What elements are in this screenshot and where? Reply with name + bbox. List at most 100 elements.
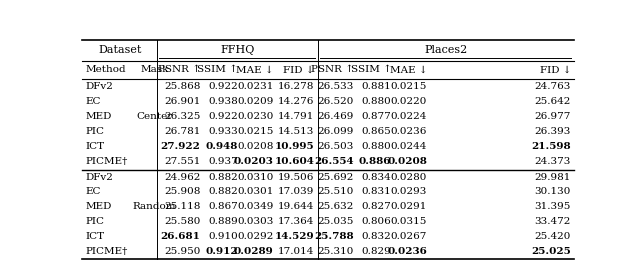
Text: 26.901: 26.901 <box>164 97 200 106</box>
Text: 0.806: 0.806 <box>362 217 392 226</box>
Text: 26.533: 26.533 <box>317 82 354 91</box>
Text: 10.604: 10.604 <box>274 157 314 166</box>
Text: 0.0280: 0.0280 <box>391 173 428 181</box>
Text: 0.948: 0.948 <box>206 142 238 151</box>
Text: 0.0303: 0.0303 <box>237 217 273 226</box>
Text: 26.520: 26.520 <box>317 97 354 106</box>
Text: EC: EC <box>86 97 102 106</box>
Text: 0.0310: 0.0310 <box>237 173 273 181</box>
Text: 0.0208: 0.0208 <box>237 142 273 151</box>
Text: PIC: PIC <box>86 217 105 226</box>
Text: 27.551: 27.551 <box>164 157 200 166</box>
Text: 25.632: 25.632 <box>317 202 354 211</box>
Text: 25.950: 25.950 <box>164 247 200 256</box>
Text: 30.130: 30.130 <box>534 188 571 197</box>
Text: PSNR ↑: PSNR ↑ <box>157 65 200 74</box>
Text: 0.910: 0.910 <box>209 232 238 241</box>
Text: FID ↓: FID ↓ <box>283 65 314 74</box>
Text: 24.373: 24.373 <box>534 157 571 166</box>
Text: 25.788: 25.788 <box>314 232 354 241</box>
Text: 0.865: 0.865 <box>362 127 392 136</box>
Text: 0.0236: 0.0236 <box>391 127 428 136</box>
Text: Dataset: Dataset <box>98 45 141 55</box>
Text: Places2: Places2 <box>424 45 467 55</box>
Text: 26.099: 26.099 <box>317 127 354 136</box>
Text: 14.791: 14.791 <box>278 112 314 121</box>
Text: 0.0267: 0.0267 <box>391 232 428 241</box>
Text: 26.325: 26.325 <box>164 112 200 121</box>
Text: 0.0231: 0.0231 <box>237 82 273 91</box>
Text: 0.877: 0.877 <box>362 112 392 121</box>
Text: 0.827: 0.827 <box>362 202 392 211</box>
Text: 0.937: 0.937 <box>209 157 238 166</box>
Text: 27.922: 27.922 <box>161 142 200 151</box>
Text: 14.276: 14.276 <box>278 97 314 106</box>
Text: 25.868: 25.868 <box>164 82 200 91</box>
Text: SSIM ↑: SSIM ↑ <box>197 65 238 74</box>
Text: 21.598: 21.598 <box>531 142 571 151</box>
Text: 0.881: 0.881 <box>362 82 392 91</box>
Text: 24.763: 24.763 <box>534 82 571 91</box>
Text: 0.0230: 0.0230 <box>237 112 273 121</box>
Text: 17.364: 17.364 <box>278 217 314 226</box>
Text: ICT: ICT <box>86 142 105 151</box>
Text: 25.580: 25.580 <box>164 217 200 226</box>
Text: 16.278: 16.278 <box>278 82 314 91</box>
Text: 0.832: 0.832 <box>362 232 392 241</box>
Text: 0.0349: 0.0349 <box>237 202 273 211</box>
Text: FFHQ: FFHQ <box>220 45 255 55</box>
Text: 10.995: 10.995 <box>275 142 314 151</box>
Text: 0.0315: 0.0315 <box>391 217 428 226</box>
Text: 26.554: 26.554 <box>314 157 354 166</box>
Text: 0.0220: 0.0220 <box>391 97 428 106</box>
Text: MAE ↓: MAE ↓ <box>236 65 273 74</box>
Text: 24.962: 24.962 <box>164 173 200 181</box>
Text: 25.420: 25.420 <box>534 232 571 241</box>
Text: MAE ↓: MAE ↓ <box>390 65 428 74</box>
Text: 25.035: 25.035 <box>317 217 354 226</box>
Text: MED: MED <box>86 112 113 121</box>
Text: Center: Center <box>136 112 173 121</box>
Text: 0.882: 0.882 <box>209 188 238 197</box>
Text: 0.0293: 0.0293 <box>391 188 428 197</box>
Text: 25.692: 25.692 <box>317 173 354 181</box>
Text: MED: MED <box>86 202 113 211</box>
Text: 29.981: 29.981 <box>534 173 571 181</box>
Text: 25.310: 25.310 <box>317 247 354 256</box>
Text: 26.503: 26.503 <box>317 142 354 151</box>
Text: 17.014: 17.014 <box>278 247 314 256</box>
Text: 0.0208: 0.0208 <box>387 157 428 166</box>
Text: 33.472: 33.472 <box>534 217 571 226</box>
Text: 0.0215: 0.0215 <box>391 82 428 91</box>
Text: 0.834: 0.834 <box>362 173 392 181</box>
Text: 0.0289: 0.0289 <box>234 247 273 256</box>
Text: 19.644: 19.644 <box>278 202 314 211</box>
Text: EC: EC <box>86 188 102 197</box>
Text: 25.025: 25.025 <box>531 247 571 256</box>
Text: 0.0301: 0.0301 <box>237 188 273 197</box>
Text: 25.510: 25.510 <box>317 188 354 197</box>
Text: SSIM ↑: SSIM ↑ <box>351 65 392 74</box>
Text: DFv2: DFv2 <box>86 82 114 91</box>
Text: 31.395: 31.395 <box>534 202 571 211</box>
Text: 14.513: 14.513 <box>278 127 314 136</box>
Text: 0.0209: 0.0209 <box>237 97 273 106</box>
Text: 25.642: 25.642 <box>534 97 571 106</box>
Text: 0.933: 0.933 <box>209 127 238 136</box>
Text: 17.039: 17.039 <box>278 188 314 197</box>
Text: 0.0291: 0.0291 <box>391 202 428 211</box>
Text: Mask: Mask <box>140 65 168 74</box>
Text: FID ↓: FID ↓ <box>540 65 571 74</box>
Text: 0.0215: 0.0215 <box>237 127 273 136</box>
Text: 0.0292: 0.0292 <box>237 232 273 241</box>
Text: 19.506: 19.506 <box>278 173 314 181</box>
Text: 0.867: 0.867 <box>209 202 238 211</box>
Text: 26.977: 26.977 <box>534 112 571 121</box>
Text: 25.118: 25.118 <box>164 202 200 211</box>
Text: 26.781: 26.781 <box>164 127 200 136</box>
Text: 0.0236: 0.0236 <box>387 247 428 256</box>
Text: PSNR ↑: PSNR ↑ <box>311 65 354 74</box>
Text: Method: Method <box>86 65 127 74</box>
Text: 0.0224: 0.0224 <box>391 112 428 121</box>
Text: 0.922: 0.922 <box>209 112 238 121</box>
